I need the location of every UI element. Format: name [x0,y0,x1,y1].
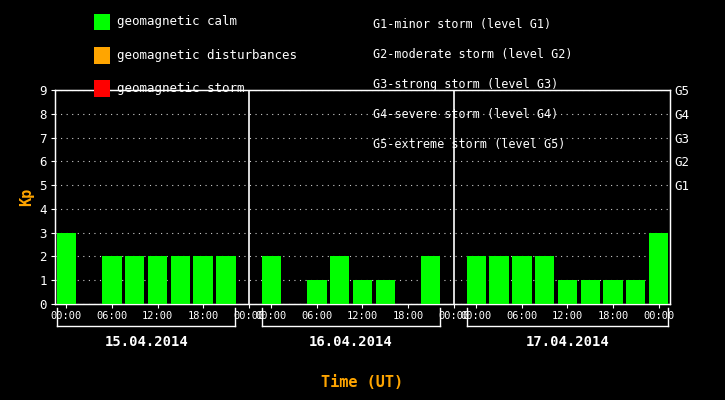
Bar [353,280,372,304]
Bar [603,280,623,304]
Bar [57,233,76,304]
Text: 16.04.2014: 16.04.2014 [310,335,393,349]
Bar [194,256,212,304]
Bar [513,256,531,304]
Text: G5-extreme storm (level G5): G5-extreme storm (level G5) [373,138,566,151]
Bar [102,256,122,304]
Bar [148,256,167,304]
Bar [467,256,486,304]
Bar [262,256,281,304]
Bar [421,256,441,304]
Bar [649,233,668,304]
Bar [307,280,327,304]
Bar [376,280,395,304]
Bar [216,256,236,304]
Text: G4-severe storm (level G4): G4-severe storm (level G4) [373,108,559,121]
Bar [535,256,555,304]
Bar [489,256,509,304]
Text: G1-minor storm (level G1): G1-minor storm (level G1) [373,18,552,31]
Text: geomagnetic disturbances: geomagnetic disturbances [117,49,297,62]
Bar [626,280,645,304]
Text: Time (UT): Time (UT) [321,375,404,390]
Text: geomagnetic storm: geomagnetic storm [117,82,245,95]
Text: G3-strong storm (level G3): G3-strong storm (level G3) [373,78,559,91]
Bar [558,280,577,304]
Bar [581,280,600,304]
Text: G2-moderate storm (level G2): G2-moderate storm (level G2) [373,48,573,61]
Text: geomagnetic calm: geomagnetic calm [117,16,238,28]
Bar [170,256,190,304]
Text: 15.04.2014: 15.04.2014 [104,335,188,349]
Bar [125,256,144,304]
Y-axis label: Kp: Kp [19,188,33,206]
Bar [330,256,349,304]
Text: 17.04.2014: 17.04.2014 [526,335,609,349]
